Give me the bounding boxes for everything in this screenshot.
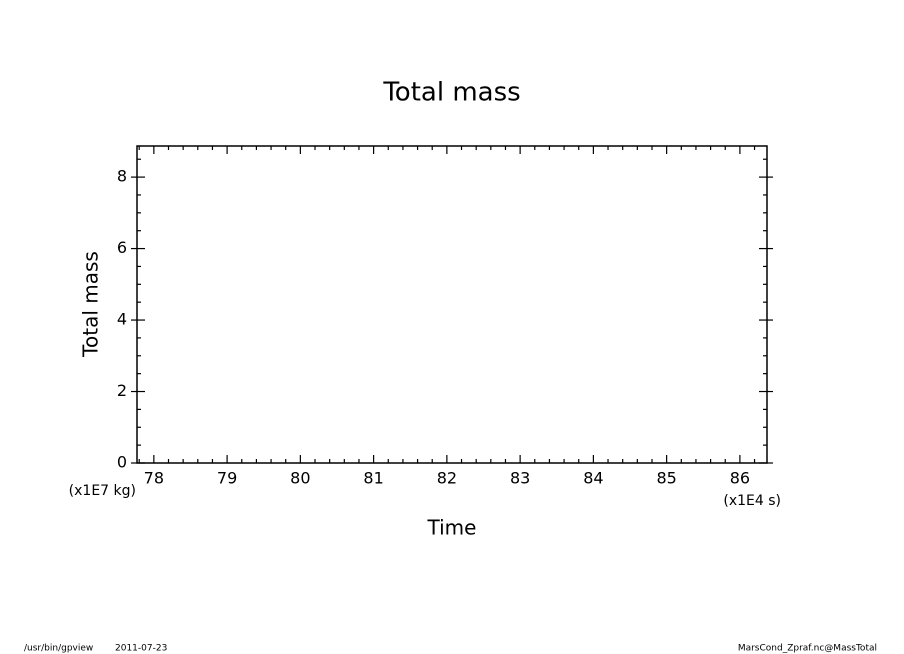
chart-title: Total mass bbox=[382, 78, 520, 108]
x-tick-label: 81 bbox=[363, 469, 383, 488]
y-unit: (x1E7 kg) bbox=[69, 483, 136, 499]
plot-frame bbox=[136, 145, 768, 464]
x-unit: (x1E4 s) bbox=[723, 493, 781, 509]
footer-program: /usr/bin/gpview bbox=[24, 644, 93, 654]
x-axis-label: Time bbox=[427, 516, 477, 540]
x-tick-label: 79 bbox=[217, 469, 237, 488]
x-tick-label: 83 bbox=[510, 469, 530, 488]
y-axis-label: Total mass bbox=[79, 251, 103, 358]
x-tick-label: 85 bbox=[656, 469, 676, 488]
x-tick-label: 80 bbox=[290, 469, 310, 488]
y-tick-label: 2 bbox=[117, 381, 127, 400]
x-tick-label: 78 bbox=[144, 469, 164, 488]
x-tick-label: 86 bbox=[730, 469, 750, 488]
footer-date: 2011-07-23 bbox=[115, 644, 167, 654]
y-tick-label: 0 bbox=[117, 453, 127, 472]
y-tick-label: 6 bbox=[117, 238, 127, 257]
x-tick-label: 84 bbox=[583, 469, 603, 488]
footer-source: MarsCond_Zpraf.nc@MassTotal bbox=[738, 644, 877, 654]
y-tick-label: 8 bbox=[117, 167, 127, 186]
y-tick-label: 4 bbox=[117, 310, 127, 329]
x-tick-label: 82 bbox=[437, 469, 457, 488]
